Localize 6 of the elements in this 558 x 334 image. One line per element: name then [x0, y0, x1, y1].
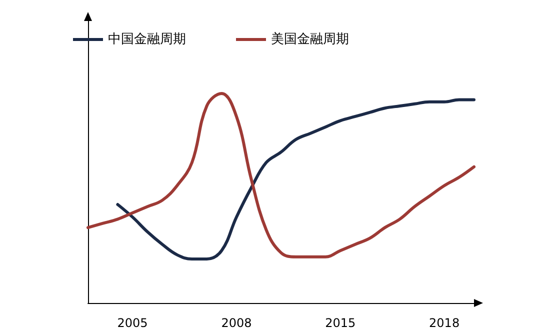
- x-tick-label: 2018: [429, 316, 460, 330]
- x-tick-label: 2015: [325, 316, 356, 330]
- legend-label: 美国金融周期: [271, 31, 349, 47]
- legend-label: 中国金融周期: [108, 32, 186, 47]
- x-tick-label: 2005: [117, 316, 148, 330]
- x-tick-label: 2008: [221, 316, 252, 330]
